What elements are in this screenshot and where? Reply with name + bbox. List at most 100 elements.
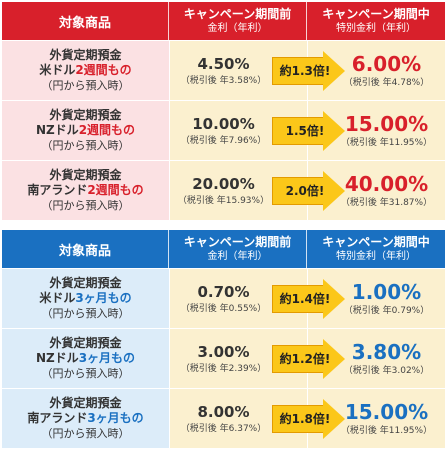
header-during-title: キャンペーン期間中	[322, 235, 430, 249]
table-header: 対象商品 キャンペーン期間前 金利（年利） キャンペーン期間中 特別金利（年利）	[2, 2, 445, 40]
multiplier-label: 1.5倍!	[285, 124, 325, 138]
campaign-rate: 6.00%	[351, 52, 422, 76]
header-before: キャンペーン期間前 金利（年利）	[169, 230, 307, 268]
before-rate: 10.00%	[192, 115, 255, 133]
currency-label: NZドル	[35, 123, 79, 137]
product-cell: 外貨定期預金 NZドル2週間もの （円から預入時）	[2, 101, 169, 160]
product-cell: 外貨定期預金 南アランド2週間もの （円から預入時）	[2, 161, 169, 220]
product-line1: 外貨定期預金	[49, 108, 122, 122]
before-tax: （税引後 年6.37%）	[180, 424, 267, 434]
campaign-tax: （税引後 年31.87%）	[340, 198, 433, 208]
table-row: 外貨定期預金 NZドル3ヶ月もの （円から預入時） 3.00% （税引後 年2.…	[2, 328, 445, 388]
product-line3: （円から預入時）	[41, 199, 130, 212]
header-before-sub: 金利（年利）	[207, 251, 268, 262]
product-line1: 外貨定期預金	[49, 276, 122, 290]
campaign-tax: （税引後 年3.02%）	[343, 366, 430, 376]
header-before-title: キャンペーン期間前	[183, 235, 292, 249]
currency-label: 米ドル	[39, 291, 76, 305]
header-product-label: 対象商品	[58, 15, 111, 31]
product-line1: 外貨定期預金	[49, 336, 122, 350]
campaign-rate: 15.00%	[344, 400, 429, 424]
multiplier-label: 約1.2倍!	[279, 352, 331, 366]
product-cell: 外貨定期預金 米ドル3ヶ月もの （円から預入時）	[2, 269, 169, 328]
arrow-icon: 約1.2倍!	[272, 339, 345, 379]
campaign-tax: （税引後 年11.95%）	[340, 426, 433, 436]
product-cell: 外貨定期預金 米ドル2週間もの （円から預入時）	[2, 41, 169, 100]
multiplier-label: 約1.8倍!	[279, 412, 331, 426]
product-line3: （円から預入時）	[41, 427, 130, 440]
before-rate: 0.70%	[197, 283, 250, 301]
product-line1: 外貨定期預金	[49, 396, 122, 410]
rate-table-2week: 対象商品 キャンペーン期間前 金利（年利） キャンペーン期間中 特別金利（年利）…	[2, 2, 445, 220]
campaign-tax: （税引後 年4.78%）	[343, 78, 430, 88]
rate-table-3month: 対象商品 キャンペーン期間前 金利（年利） キャンペーン期間中 特別金利（年利）…	[2, 230, 445, 448]
product-line2: 米ドル2週間もの	[39, 63, 131, 78]
term-label: 2週間もの	[78, 123, 136, 137]
term-label: 2週間もの	[87, 183, 144, 197]
product-line3: （円から預入時）	[41, 307, 130, 320]
before-tax: （税引後 年15.93%）	[177, 196, 270, 206]
before-rate: 20.00%	[192, 175, 255, 193]
header-during-title: キャンペーン期間中	[322, 7, 430, 21]
table-header: 対象商品 キャンペーン期間前 金利（年利） キャンペーン期間中 特別金利（年利）	[2, 230, 445, 268]
before-cell: 20.00% （税引後 年15.93%）	[169, 161, 307, 220]
header-before-title: キャンペーン期間前	[183, 7, 292, 21]
header-product-label: 対象商品	[58, 243, 111, 259]
term-label: 3ヶ月もの	[78, 351, 136, 365]
campaign-rate: 1.00%	[351, 280, 422, 304]
table-row: 外貨定期預金 南アランド2週間もの （円から預入時） 20.00% （税引後 年…	[2, 160, 445, 220]
product-cell: 外貨定期預金 南アランド3ヶ月もの （円から預入時）	[2, 389, 169, 448]
term-label: 3ヶ月もの	[87, 411, 144, 425]
before-rate: 8.00%	[197, 403, 250, 421]
campaign-rate: 15.00%	[344, 112, 429, 136]
currency-label: 米ドル	[39, 63, 76, 77]
multiplier-label: 約1.4倍!	[279, 292, 331, 306]
header-product: 対象商品	[2, 230, 169, 268]
product-line2: 南アランド2週間もの	[27, 183, 143, 198]
header-during-sub: 特別金利（年利）	[336, 251, 416, 262]
term-label: 3ヶ月もの	[75, 291, 132, 305]
product-line2: NZドル2週間もの	[36, 123, 135, 138]
header-product: 対象商品	[2, 2, 169, 40]
header-before: キャンペーン期間前 金利（年利）	[169, 2, 307, 40]
currency-label: 南アランド	[27, 411, 88, 425]
product-line3: （円から預入時）	[41, 367, 130, 380]
before-rate: 4.50%	[197, 55, 250, 73]
header-during-sub: 特別金利（年利）	[336, 23, 416, 34]
before-tax: （税引後 年3.58%）	[180, 76, 267, 86]
table-row: 外貨定期預金 南アランド3ヶ月もの （円から預入時） 8.00% （税引後 年6…	[2, 388, 445, 448]
multiplier-label: 2.0倍!	[285, 184, 325, 198]
arrow-icon: 約1.4倍!	[272, 279, 345, 319]
product-line1: 外貨定期預金	[49, 48, 122, 62]
arrow-icon: 約1.3倍!	[272, 51, 345, 91]
product-line2: 南アランド3ヶ月もの	[27, 411, 143, 426]
before-rate: 3.00%	[197, 343, 250, 361]
product-line3: （円から預入時）	[41, 79, 130, 92]
arrow-icon: 2.0倍!	[272, 171, 345, 211]
before-cell: 8.00% （税引後 年6.37%）	[169, 389, 307, 448]
header-before-sub: 金利（年利）	[207, 23, 268, 34]
campaign-tax: （税引後 年0.79%）	[343, 306, 430, 316]
product-cell: 外貨定期預金 NZドル3ヶ月もの （円から預入時）	[2, 329, 169, 388]
product-line3: （円から預入時）	[41, 139, 130, 152]
before-tax: （税引後 年0.55%）	[180, 304, 267, 314]
product-line2: NZドル3ヶ月もの	[36, 351, 135, 366]
currency-label: NZドル	[35, 351, 79, 365]
product-line2: 米ドル3ヶ月もの	[39, 291, 131, 306]
arrow-icon: 1.5倍!	[272, 111, 345, 151]
currency-label: 南アランド	[27, 183, 88, 197]
table-row: 外貨定期預金 米ドル2週間もの （円から預入時） 4.50% （税引後 年3.5…	[2, 40, 445, 100]
table-row: 外貨定期預金 米ドル3ヶ月もの （円から預入時） 0.70% （税引後 年0.5…	[2, 268, 445, 328]
campaign-tax: （税引後 年11.95%）	[340, 138, 433, 148]
term-label: 2週間もの	[75, 63, 132, 77]
product-line1: 外貨定期預金	[49, 168, 122, 182]
before-tax: （税引後 年2.39%）	[180, 364, 267, 374]
table-row: 外貨定期預金 NZドル2週間もの （円から預入時） 10.00% （税引後 年7…	[2, 100, 445, 160]
header-during: キャンペーン期間中 特別金利（年利）	[307, 2, 445, 40]
header-during: キャンペーン期間中 特別金利（年利）	[307, 230, 445, 268]
arrow-icon: 約1.8倍!	[272, 399, 345, 439]
before-tax: （税引後 年7.96%）	[180, 136, 267, 146]
campaign-rate: 40.00%	[344, 172, 429, 196]
multiplier-label: 約1.3倍!	[279, 64, 331, 78]
campaign-rate: 3.80%	[351, 340, 422, 364]
